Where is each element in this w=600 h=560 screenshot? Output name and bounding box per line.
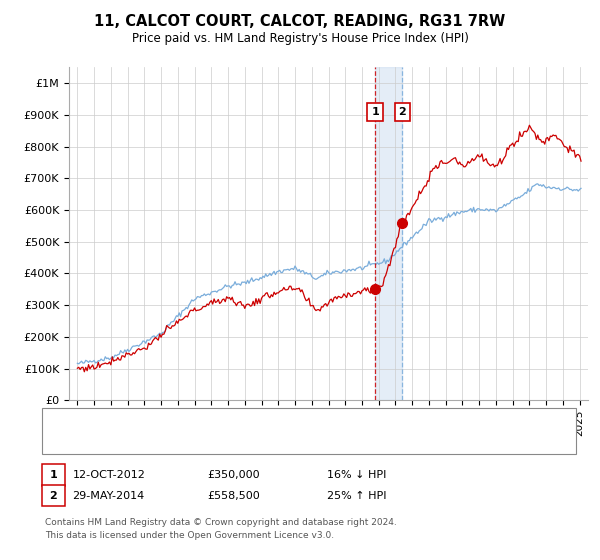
Text: 11, CALCOT COURT, CALCOT, READING, RG31 7RW: 11, CALCOT COURT, CALCOT, READING, RG31 …: [94, 14, 506, 29]
Text: £558,500: £558,500: [207, 491, 260, 501]
Text: 1: 1: [371, 106, 379, 116]
Text: 29-MAY-2014: 29-MAY-2014: [73, 491, 145, 501]
Text: 2: 2: [398, 106, 406, 116]
Text: Price paid vs. HM Land Registry's House Price Index (HPI): Price paid vs. HM Land Registry's House …: [131, 32, 469, 45]
Text: 2: 2: [50, 491, 57, 501]
Text: 25% ↑ HPI: 25% ↑ HPI: [327, 491, 386, 501]
Text: 16% ↓ HPI: 16% ↓ HPI: [327, 470, 386, 480]
Text: 1: 1: [50, 470, 57, 480]
Text: 11, CALCOT COURT, CALCOT, READING, RG31 7RW (detached house): 11, CALCOT COURT, CALCOT, READING, RG31 …: [82, 418, 443, 428]
Text: 12-OCT-2012: 12-OCT-2012: [73, 470, 145, 480]
Bar: [375, 67, 403, 400]
Text: £350,000: £350,000: [207, 470, 260, 480]
Text: HPI: Average price, detached house, West Berkshire: HPI: Average price, detached house, West…: [82, 435, 353, 445]
Text: Contains HM Land Registry data © Crown copyright and database right 2024.
This d: Contains HM Land Registry data © Crown c…: [45, 518, 397, 539]
